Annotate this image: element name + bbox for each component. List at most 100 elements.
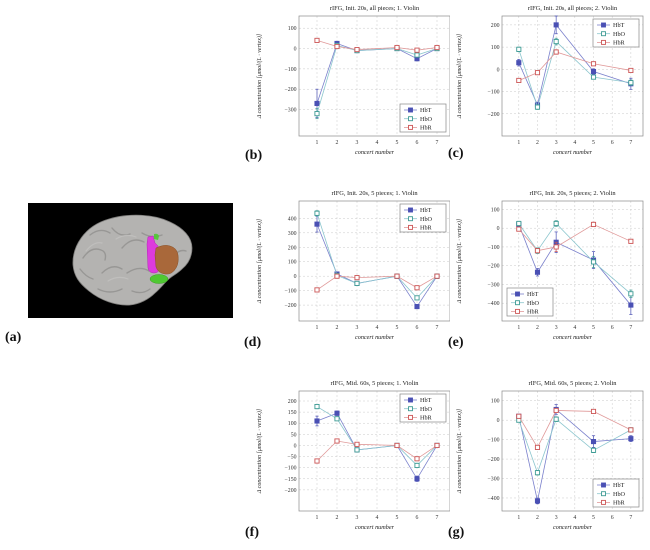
svg-text:−300: −300: [488, 477, 500, 483]
series-HbR: [516, 407, 634, 450]
svg-text:−100: −100: [285, 289, 297, 295]
svg-text:200: 200: [491, 23, 500, 29]
panel-label-e: (e): [448, 335, 464, 350]
y-axis-label: Δ concentration [μmol/(L · vertex)]: [456, 408, 463, 494]
svg-text:300: 300: [288, 231, 297, 237]
axis-box: [501, 390, 644, 512]
svg-text:6: 6: [416, 515, 419, 521]
svg-text:−200: −200: [285, 488, 297, 494]
svg-text:4: 4: [573, 140, 576, 146]
svg-text:5: 5: [396, 325, 399, 331]
panel-label-c: (c): [448, 146, 464, 161]
svg-text:0: 0: [294, 47, 297, 53]
chart-title: rIFG, Init. 20s, 5 pieces; 2. Violin: [529, 190, 616, 197]
svg-text:100: 100: [288, 26, 297, 32]
svg-text:0: 0: [294, 443, 297, 449]
svg-text:3: 3: [356, 140, 359, 146]
legend-label-HbT: HbT: [420, 107, 432, 114]
svg-text:4: 4: [376, 140, 379, 146]
svg-text:7: 7: [436, 515, 439, 521]
panel-label-b: (b): [245, 148, 263, 163]
panel-label-a: (a): [5, 330, 22, 345]
legend-label-HbO: HbO: [420, 116, 433, 123]
chart-panel-d: rIFG, Init. 20s, 5 pieces; 1. Violin 1 2 3 4…: [253, 185, 450, 360]
svg-text:−50: −50: [287, 455, 296, 461]
svg-text:−400: −400: [488, 496, 500, 502]
svg-text:−200: −200: [488, 264, 500, 270]
green-region: [149, 274, 169, 284]
series-HbR: [314, 37, 440, 53]
legend-label-HbR: HbR: [613, 500, 626, 507]
panel-label-f: (f): [245, 525, 259, 540]
legend-label-HbO: HbO: [420, 406, 433, 413]
svg-text:−200: −200: [488, 457, 500, 463]
legend: HbT HbO HbR: [399, 393, 447, 423]
svg-text:2: 2: [536, 325, 539, 331]
legend-label-HbR: HbR: [420, 415, 433, 422]
x-axis-label: concert number: [355, 334, 395, 341]
tick-labels: 1 2 3 4 5 6 7 400 300 200 100 0 −100 −200: [285, 216, 439, 331]
svg-text:−100: −100: [488, 90, 500, 96]
series-HbO: [516, 37, 634, 110]
chart-title: rIFG, Init. 20s, all pieces; 2. Violin: [528, 5, 618, 12]
svg-text:400: 400: [288, 216, 297, 222]
orange-region: [154, 245, 179, 275]
svg-text:1: 1: [517, 325, 520, 331]
svg-text:200: 200: [288, 245, 297, 251]
chart-panel-f: rIFG, Mid. 60s, 5 pieces; 1. Violin 1 2 3 4 5…: [253, 375, 450, 550]
svg-text:4: 4: [573, 325, 576, 331]
svg-text:2: 2: [536, 515, 539, 521]
chart-title: rIFG, Mid. 60s, 5 pieces; 1. Violin: [331, 380, 420, 387]
legend-label-HbT: HbT: [613, 482, 625, 489]
x-axis-label: concert number: [553, 334, 593, 341]
svg-text:5: 5: [592, 325, 595, 331]
svg-text:7: 7: [436, 325, 439, 331]
svg-text:−100: −100: [488, 438, 500, 444]
legend: HbT HbO HbR: [592, 478, 640, 508]
svg-text:−200: −200: [285, 303, 297, 309]
legend: HbT HbO HbR: [506, 287, 554, 317]
svg-text:200: 200: [288, 399, 297, 405]
svg-text:0: 0: [497, 226, 500, 232]
svg-text:4: 4: [376, 325, 379, 331]
svg-text:3: 3: [555, 140, 558, 146]
y-axis-label: Δ concentration [μmol/(L · vertex)]: [256, 218, 263, 304]
svg-text:3: 3: [356, 515, 359, 521]
green-region-top: [154, 233, 159, 240]
svg-text:7: 7: [629, 325, 632, 331]
svg-text:−150: −150: [285, 477, 297, 483]
tick-labels: 1 2 3 4 5 6 7 100 0 −100 −200 −300: [285, 26, 439, 146]
x-axis-label: concert number: [553, 524, 593, 531]
chart-title: rIFG, Init. 20s, 5 pieces; 1. Violin: [331, 190, 418, 197]
svg-text:4: 4: [573, 515, 576, 521]
legend: HbT HbO HbR: [399, 103, 447, 133]
legend-label-HbR: HbR: [527, 309, 540, 316]
svg-text:0: 0: [294, 274, 297, 280]
legend-label-HbT: HbT: [420, 397, 432, 404]
brain-panel: [28, 203, 233, 318]
svg-text:−100: −100: [488, 245, 500, 251]
chart-panel-e: rIFG, Init. 20s, 5 pieces; 2. Violin 1 2 3 4…: [453, 185, 650, 360]
svg-text:1: 1: [316, 140, 319, 146]
svg-text:100: 100: [288, 260, 297, 266]
svg-text:6: 6: [416, 325, 419, 331]
series-HbR: [516, 221, 634, 254]
brain-image: [28, 203, 233, 318]
legend-label-HbO: HbO: [613, 491, 626, 498]
legend: HbT HbO HbR: [592, 18, 640, 48]
x-axis-label: concert number: [355, 524, 395, 531]
svg-text:−100: −100: [285, 466, 297, 472]
svg-text:2: 2: [336, 140, 339, 146]
axis-box: [298, 200, 450, 322]
svg-text:−200: −200: [285, 87, 297, 93]
legend-label-HbR: HbR: [613, 40, 626, 47]
legend-label-HbT: HbT: [420, 207, 432, 214]
svg-text:5: 5: [592, 515, 595, 521]
svg-text:3: 3: [555, 325, 558, 331]
svg-text:100: 100: [491, 207, 500, 213]
legend-label-HbO: HbO: [613, 31, 626, 38]
chart-panel-b: rIFG, Init. 20s, all pieces; 1. Violin 1 2…: [253, 0, 450, 175]
axis-box: [501, 15, 644, 137]
svg-text:7: 7: [629, 515, 632, 521]
